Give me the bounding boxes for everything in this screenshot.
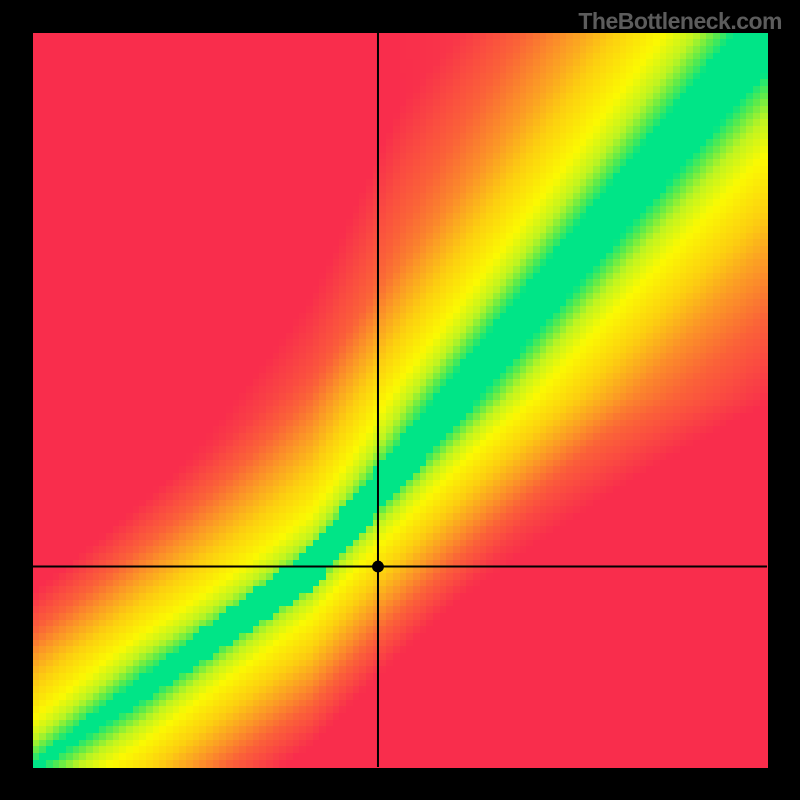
chart-container: { "watermark": { "text": "TheBottleneck.… xyxy=(0,0,800,800)
bottleneck-heatmap xyxy=(0,0,800,800)
watermark-text: TheBottleneck.com xyxy=(578,8,782,35)
